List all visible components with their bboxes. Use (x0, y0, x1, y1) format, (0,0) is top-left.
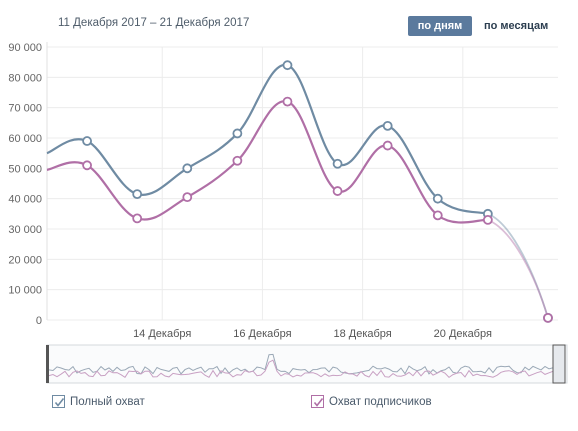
navigator-frame (46, 344, 568, 384)
y-tick-label: 30 000 (8, 224, 42, 236)
data-point[interactable] (182, 163, 193, 174)
checkbox-checked-icon[interactable] (52, 395, 65, 408)
data-point[interactable] (282, 60, 293, 71)
data-point[interactable] (132, 189, 143, 200)
data-point[interactable] (232, 155, 243, 166)
legend-label-subscriber-reach: Охват подписчиков (329, 395, 432, 408)
date-range-label: 11 Декабря 2017 – 21 Декабря 2017 (58, 17, 250, 29)
x-tick-label: 16 Декабря (233, 328, 291, 340)
data-point[interactable] (543, 312, 553, 323)
y-tick-label: 20 000 (8, 254, 42, 266)
data-point[interactable] (432, 210, 443, 221)
data-point[interactable] (332, 158, 343, 169)
series-tail-1 (487, 212, 549, 319)
x-tick-label: 18 Декабря (333, 328, 391, 340)
series-line-2 (46, 100, 488, 224)
data-point[interactable] (232, 128, 243, 139)
data-point[interactable] (382, 140, 393, 151)
data-point[interactable] (332, 186, 343, 196)
legend-full-reach[interactable]: Полный охват (52, 395, 145, 408)
series-markers[interactable] (82, 60, 553, 323)
y-tick-label: 80 000 (8, 72, 42, 84)
data-point[interactable] (82, 160, 92, 171)
data-point[interactable] (282, 96, 293, 107)
y-axis-ticks: 0 10 000 20 000 30 000 40 000 50 000 60 000 70 … (8, 42, 42, 327)
data-point[interactable] (432, 193, 443, 204)
series-line-1 (46, 64, 489, 215)
legend-subscriber-reach[interactable]: Охват подписчиков (311, 395, 432, 408)
checkbox-checked-icon[interactable] (311, 395, 324, 408)
y-tick-label: 70 000 (8, 103, 42, 115)
range-navigator[interactable] (46, 344, 568, 384)
navigator-trace-full (48, 353, 566, 375)
y-tick-label: 90 000 (8, 42, 42, 54)
data-point[interactable] (132, 213, 143, 224)
navigator-selection[interactable] (552, 344, 566, 384)
navigator-left-handle[interactable] (46, 345, 49, 383)
y-tick-label: 0 (36, 315, 42, 327)
data-point[interactable] (82, 136, 92, 146)
y-tick-label: 40 000 (8, 194, 42, 206)
data-point[interactable] (482, 214, 493, 225)
series-lines (46, 64, 549, 319)
legend-label-full-reach: Полный охват (70, 395, 145, 408)
x-tick-label: 14 Декабря (133, 328, 191, 340)
y-tick-label: 50 000 (8, 163, 42, 175)
navigator-trace-subscribers (48, 359, 566, 379)
by-months-button[interactable]: по месяцам (484, 20, 549, 32)
data-point[interactable] (182, 192, 193, 203)
by-days-button[interactable]: по дням (408, 16, 472, 36)
x-axis-ticks: 14 Декабря 16 Декабря 18 Декабря 20 Декабря (133, 328, 492, 340)
data-point[interactable] (382, 120, 393, 131)
x-tick-label: 20 Декабря (434, 328, 492, 340)
y-tick-label: 60 000 (8, 133, 42, 145)
series-tail-2 (487, 219, 549, 319)
y-tick-label: 10 000 (8, 285, 42, 297)
